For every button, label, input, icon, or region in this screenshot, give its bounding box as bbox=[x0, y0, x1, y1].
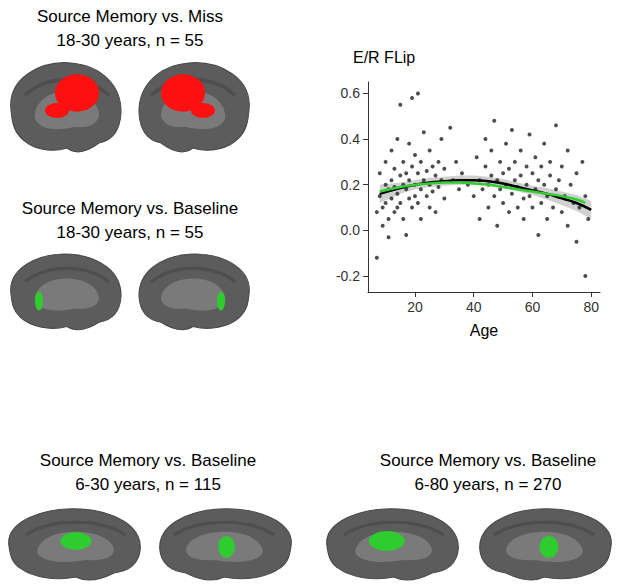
svg-text:20: 20 bbox=[407, 299, 423, 315]
svg-text:6-30 years, n = 115: 6-30 years, n = 115 bbox=[75, 475, 221, 494]
svg-text:6-80 years, n = 270: 6-80 years, n = 270 bbox=[415, 475, 562, 494]
svg-text:18-30 years, n = 55: 18-30 years, n = 55 bbox=[57, 31, 204, 50]
svg-text:Source Memory vs. Miss: Source Memory vs. Miss bbox=[37, 7, 223, 26]
svg-text:0.2: 0.2 bbox=[341, 177, 361, 193]
svg-text:0.4: 0.4 bbox=[341, 131, 361, 147]
svg-text:E/R FLip: E/R FLip bbox=[353, 49, 415, 66]
svg-text:80: 80 bbox=[583, 299, 599, 315]
svg-text:0.0: 0.0 bbox=[341, 222, 361, 238]
svg-text:Source Memory vs. Baseline: Source Memory vs. Baseline bbox=[380, 451, 596, 470]
svg-text:18-30 years, n = 55: 18-30 years, n = 55 bbox=[57, 223, 204, 242]
svg-text:Source Memory vs. Baseline: Source Memory vs. Baseline bbox=[22, 199, 238, 218]
svg-text:0.6: 0.6 bbox=[341, 85, 361, 101]
svg-text:40: 40 bbox=[466, 299, 482, 315]
svg-text:-0.2: -0.2 bbox=[336, 268, 360, 284]
svg-text:60: 60 bbox=[525, 299, 541, 315]
svg-text:Age: Age bbox=[470, 322, 499, 339]
svg-text:Source Memory vs. Baseline: Source Memory vs. Baseline bbox=[40, 451, 256, 470]
